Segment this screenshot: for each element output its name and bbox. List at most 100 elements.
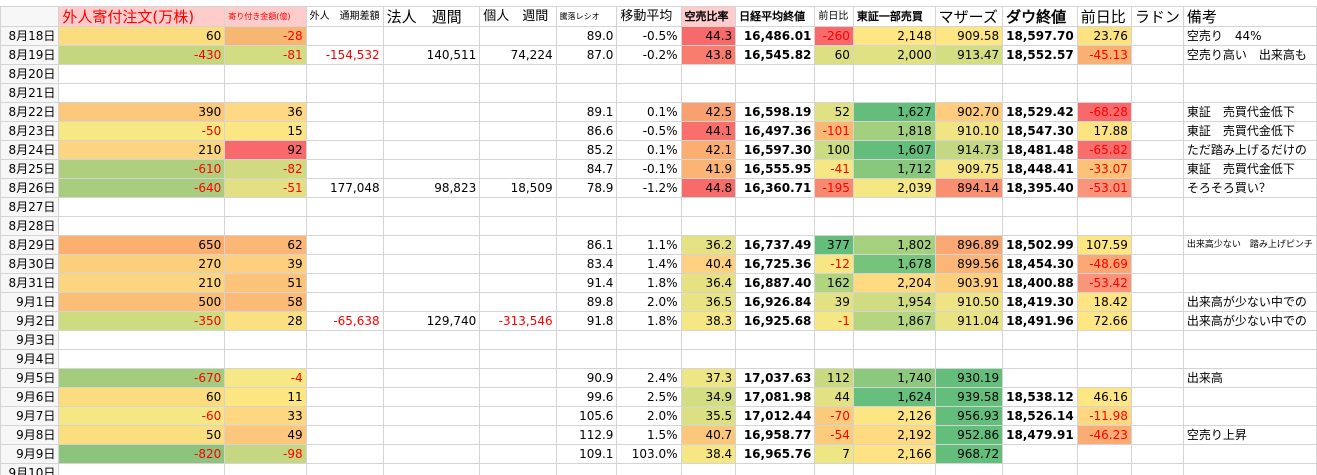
cell[interactable]: [1130, 330, 1184, 350]
cell[interactable]: [382, 102, 481, 122]
cell[interactable]: 44.8: [680, 178, 737, 198]
row-date-cell[interactable]: 9月8日: [0, 425, 60, 445]
row-date-cell[interactable]: 8月28日: [0, 216, 60, 236]
cell[interactable]: [479, 216, 557, 236]
cell[interactable]: 18,547.30: [1002, 121, 1078, 141]
cell[interactable]: [1182, 197, 1317, 217]
cell[interactable]: 18,526.14: [1002, 406, 1078, 426]
cell[interactable]: [616, 349, 682, 369]
cell[interactable]: 16,597.30: [735, 140, 816, 160]
cell[interactable]: [814, 83, 854, 103]
row-date-cell[interactable]: 9月5日: [0, 368, 60, 388]
cell[interactable]: 18,597.70: [1002, 26, 1078, 46]
cell[interactable]: 105.6: [555, 406, 618, 426]
cell[interactable]: 60: [58, 387, 226, 407]
cell[interactable]: -98: [224, 444, 307, 464]
cell[interactable]: [1130, 159, 1184, 179]
cell[interactable]: 東証 売買代金低下: [1182, 159, 1317, 179]
cell[interactable]: [479, 368, 557, 388]
cell[interactable]: 16,958.77: [735, 425, 816, 445]
cell[interactable]: [555, 330, 618, 350]
cell[interactable]: [1130, 273, 1184, 293]
cell[interactable]: -154,532: [305, 45, 384, 65]
cell[interactable]: [1130, 197, 1184, 217]
cell[interactable]: [224, 197, 307, 217]
cell[interactable]: 2,204: [852, 273, 936, 293]
row-date-cell[interactable]: 9月7日: [0, 406, 60, 426]
cell[interactable]: 11: [224, 387, 307, 407]
cell[interactable]: 16,725.36: [735, 254, 816, 274]
cell[interactable]: 100: [814, 140, 854, 160]
cell[interactable]: 0.1%: [616, 140, 682, 160]
row-date-cell[interactable]: 8月21日: [0, 83, 60, 103]
cell[interactable]: 911.04: [934, 311, 1004, 331]
cell[interactable]: 2,039: [852, 178, 936, 198]
cell[interactable]: [382, 197, 481, 217]
row-date-cell[interactable]: 8月26日: [0, 178, 60, 198]
cell[interactable]: [1182, 254, 1317, 274]
cell[interactable]: [479, 197, 557, 217]
cell[interactable]: -65.82: [1076, 140, 1132, 160]
cell[interactable]: -430: [58, 45, 226, 65]
cell[interactable]: [1130, 121, 1184, 141]
cell[interactable]: -195: [814, 178, 854, 198]
cell[interactable]: [1182, 444, 1317, 464]
cell[interactable]: 38.3: [680, 311, 737, 331]
cell[interactable]: 84.7: [555, 159, 618, 179]
cell[interactable]: [616, 197, 682, 217]
cell[interactable]: [382, 121, 481, 141]
cell[interactable]: 0.1%: [616, 102, 682, 122]
cell[interactable]: 出来高が少ない中での: [1182, 311, 1317, 331]
cell[interactable]: [305, 121, 384, 141]
cell[interactable]: [735, 216, 816, 236]
cell[interactable]: [680, 330, 737, 350]
cell[interactable]: 42.1: [680, 140, 737, 160]
cell[interactable]: 23.76: [1076, 26, 1132, 46]
cell[interactable]: [305, 292, 384, 312]
cell[interactable]: -60: [58, 406, 226, 426]
column-header-1[interactable]: 寄り付き金額(億): [224, 6, 307, 27]
cell[interactable]: [1130, 387, 1184, 407]
column-header-4[interactable]: 個人 週間: [479, 6, 557, 27]
cell[interactable]: [305, 273, 384, 293]
cell[interactable]: 33: [224, 406, 307, 426]
cell[interactable]: [616, 330, 682, 350]
cell[interactable]: 17,037.63: [735, 368, 816, 388]
cell[interactable]: 899.56: [934, 254, 1004, 274]
cell[interactable]: -1.2%: [616, 178, 682, 198]
cell[interactable]: 34.9: [680, 387, 737, 407]
cell[interactable]: 177,048: [305, 178, 384, 198]
cell[interactable]: [305, 254, 384, 274]
column-header-14[interactable]: ラドン: [1130, 6, 1184, 27]
cell[interactable]: 18,400.88: [1002, 273, 1078, 293]
cell[interactable]: 896.89: [934, 235, 1004, 255]
cell[interactable]: [1076, 349, 1132, 369]
cell[interactable]: 2,126: [852, 406, 936, 426]
cell[interactable]: 650: [58, 235, 226, 255]
cell[interactable]: 空売り高い 出来高も: [1182, 45, 1317, 65]
cell[interactable]: [479, 349, 557, 369]
cell[interactable]: [814, 349, 854, 369]
cell[interactable]: 939.58: [934, 387, 1004, 407]
row-date-cell[interactable]: 9月10日: [0, 463, 60, 475]
cell[interactable]: 36: [224, 102, 307, 122]
cell[interactable]: 99.6: [555, 387, 618, 407]
cell[interactable]: [1182, 330, 1317, 350]
cell[interactable]: 1.4%: [616, 254, 682, 274]
cell[interactable]: 270: [58, 254, 226, 274]
cell[interactable]: 62: [224, 235, 307, 255]
cell[interactable]: [382, 64, 481, 84]
cell[interactable]: [1182, 349, 1317, 369]
column-header-9[interactable]: 前日比: [814, 6, 854, 27]
cell[interactable]: [479, 463, 557, 475]
cell[interactable]: 16,737.49: [735, 235, 816, 255]
cell[interactable]: [934, 349, 1004, 369]
cell[interactable]: 910.10: [934, 121, 1004, 141]
column-header-5[interactable]: 騰落レシオ: [555, 6, 618, 27]
cell[interactable]: [1076, 444, 1132, 464]
cell[interactable]: [555, 83, 618, 103]
cell[interactable]: [934, 64, 1004, 84]
cell[interactable]: [382, 406, 481, 426]
cell[interactable]: 16,926.84: [735, 292, 816, 312]
cell[interactable]: [616, 463, 682, 475]
